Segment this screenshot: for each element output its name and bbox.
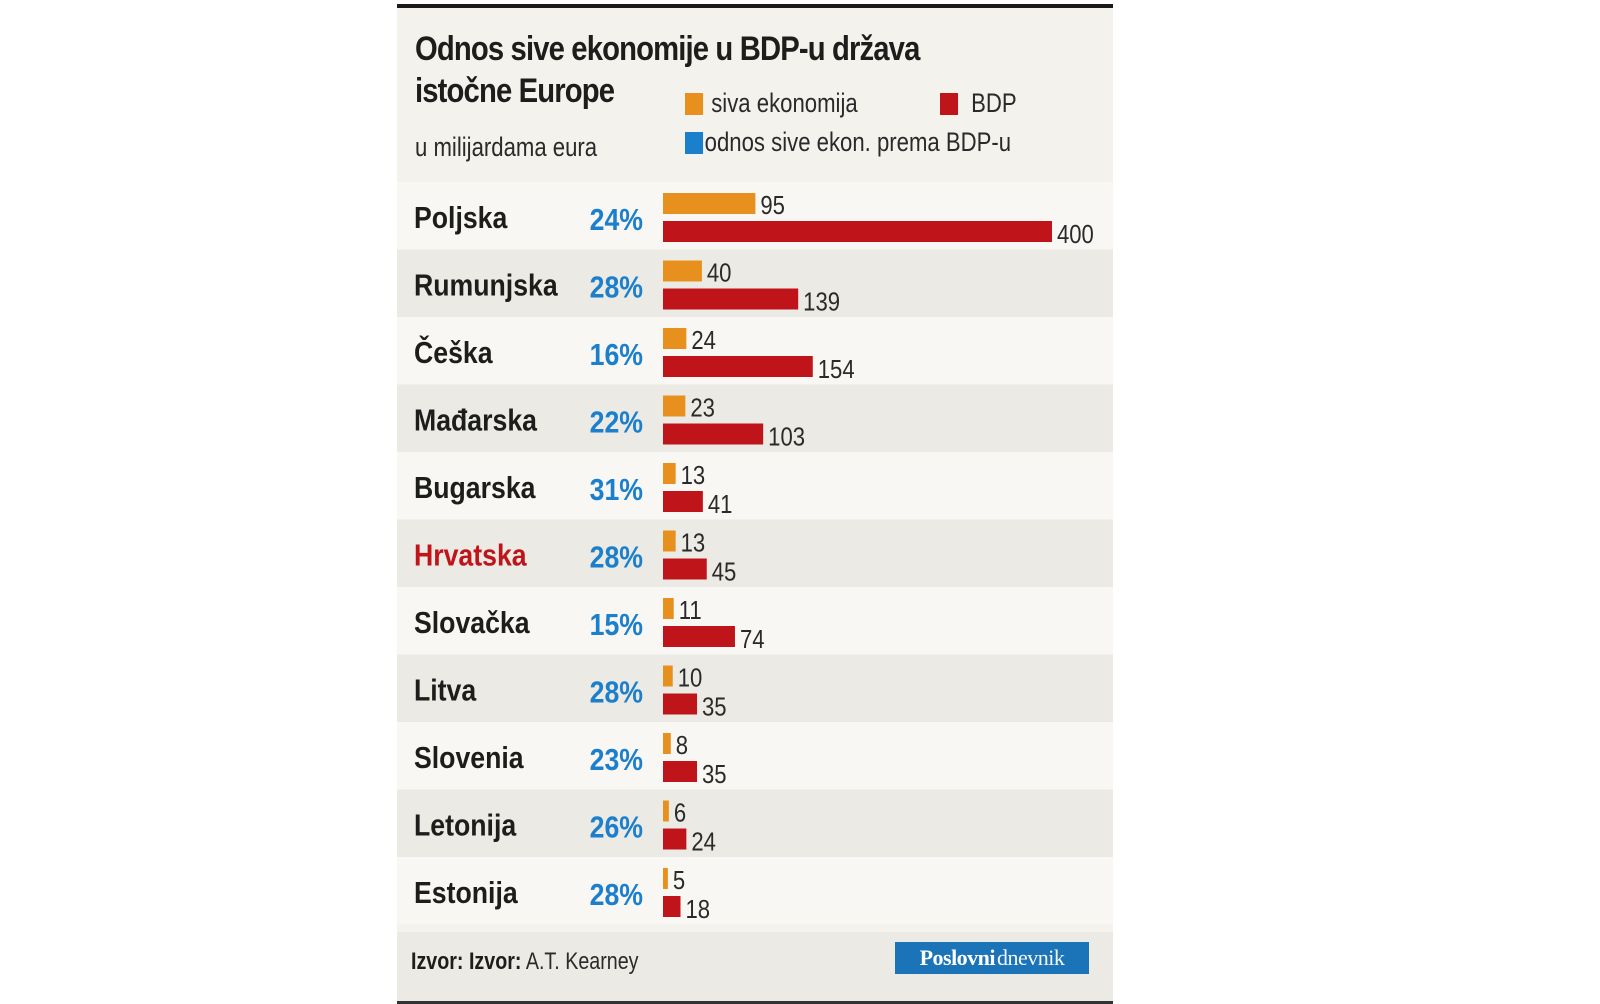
chart-title-line-2: istočne Europe [415, 72, 615, 110]
row-background [397, 654, 1113, 722]
bar-gdp [663, 828, 687, 850]
country-label: Slovačka [414, 606, 530, 640]
bar-gdp [663, 491, 703, 512]
ratio-label: 15% [590, 608, 643, 642]
row-background [397, 722, 1113, 790]
value-label-shadow-economy: 10 [678, 664, 703, 693]
value-label-gdp: 35 [702, 760, 727, 789]
logo-text-dnevnik: dnevnik [997, 945, 1065, 970]
ratio-label: 28% [590, 271, 643, 305]
legend-label-gdp: BDP [971, 88, 1017, 118]
bar-gdp [663, 356, 813, 377]
bar-shadow-economy [663, 328, 687, 349]
bar-chart: Poljska 24% 95 400 Rumunjska 28% 40 139 Češka 16%… [397, 182, 1113, 925]
country-label: Mađarska [414, 404, 538, 438]
row-background [397, 452, 1113, 520]
country-label: Litva [414, 674, 477, 708]
ratio-label: 24% [590, 203, 643, 237]
value-label-shadow-economy: 13 [681, 529, 706, 558]
bar-gdp [663, 558, 707, 580]
value-label-gdp: 24 [691, 828, 716, 857]
value-label-shadow-economy: 40 [707, 259, 732, 288]
legend-swatch-ratio [685, 131, 704, 154]
bar-gdp [663, 626, 735, 647]
bar-shadow-economy [663, 868, 668, 889]
bar-shadow-economy [663, 463, 676, 484]
bar-shadow-economy [663, 733, 671, 754]
bar-shadow-economy [663, 193, 756, 214]
bar-gdp [663, 288, 799, 310]
country-label: Slovenia [414, 741, 524, 775]
ratio-label: 22% [590, 406, 643, 440]
chart-title-line-1: Odnos sive ekonomije u BDP-u država [415, 30, 920, 68]
value-label-gdp: 154 [818, 355, 855, 384]
value-label-gdp: 41 [708, 490, 733, 519]
chart-subtitle: u milijardama eura [415, 132, 598, 162]
publisher-logo: Poslovni dnevnik [895, 942, 1089, 974]
bar-shadow-economy [663, 598, 674, 619]
value-label-shadow-economy: 23 [690, 394, 715, 423]
ratio-label: 28% [590, 878, 643, 912]
legend-item-shadow-economy: siva ekonomija [685, 88, 858, 119]
footer: Izvor: Izvor: A.T. Kearney Poslovni dnev… [397, 932, 1113, 1004]
bar-shadow-economy [663, 665, 673, 687]
legend-swatch-shadow-economy [685, 92, 704, 115]
value-label-shadow-economy: 6 [674, 799, 686, 828]
source-note: Izvor: Izvor: A.T. Kearney [411, 948, 638, 976]
ratio-label: 28% [590, 676, 643, 710]
value-label-gdp: 139 [803, 288, 840, 317]
infographic-card: Odnos sive ekonomije u BDP-u država isto… [397, 4, 1113, 1004]
chart-title: Odnos sive ekonomije u BDP-u država isto… [415, 28, 948, 112]
value-label-shadow-economy: 95 [760, 191, 785, 220]
bar-gdp [663, 761, 698, 782]
bar-gdp [663, 896, 681, 917]
value-label-gdp: 35 [702, 693, 727, 722]
bar-gdp [663, 693, 698, 715]
value-label-shadow-economy: 24 [691, 326, 716, 355]
value-label-gdp: 45 [712, 558, 737, 587]
ratio-label: 16% [590, 338, 643, 372]
bar-shadow-economy [663, 395, 686, 417]
value-label-gdp: 400 [1057, 220, 1094, 249]
value-label-gdp: 103 [768, 423, 805, 452]
country-label: Hrvatska [414, 539, 527, 573]
country-label: Estonija [414, 876, 519, 910]
source-name: A.T. Kearney [525, 948, 639, 975]
country-label: Češka [414, 334, 493, 370]
legend-item-gdp: BDP [940, 88, 1017, 119]
bar-shadow-economy [663, 800, 669, 822]
row-background [397, 789, 1113, 857]
country-label: Poljska [414, 201, 508, 235]
ratio-label: 23% [590, 743, 643, 777]
country-label: Rumunjska [414, 269, 559, 303]
bar-gdp [663, 221, 1052, 242]
value-label-shadow-economy: 11 [679, 596, 702, 625]
source-prefix: Izvor: Izvor: [411, 948, 522, 975]
row-background [397, 857, 1113, 925]
legend-swatch-gdp [940, 92, 959, 115]
bar-shadow-economy [663, 260, 702, 282]
value-label-shadow-economy: 8 [676, 731, 688, 760]
bar-gdp [663, 423, 764, 445]
country-label: Bugarska [414, 471, 536, 505]
legend-item-ratio: odnos sive ekon. prema BDP-u [685, 127, 1011, 158]
country-label: Letonija [414, 809, 517, 843]
legend-label-ratio: odnos sive ekon. prema BDP-u [704, 127, 1012, 157]
row-background [397, 587, 1113, 655]
value-label-shadow-economy: 13 [681, 461, 706, 490]
bar-shadow-economy [663, 530, 676, 552]
logo-text-poslovni: Poslovni [919, 945, 996, 970]
value-label-gdp: 18 [686, 895, 711, 924]
ratio-label: 28% [590, 541, 643, 575]
row-background [397, 519, 1113, 587]
value-label-gdp: 74 [740, 625, 765, 654]
legend-label-shadow-economy: siva ekonomija [711, 88, 858, 118]
ratio-label: 26% [590, 811, 643, 845]
ratio-label: 31% [590, 473, 643, 507]
value-label-shadow-economy: 5 [673, 866, 685, 895]
